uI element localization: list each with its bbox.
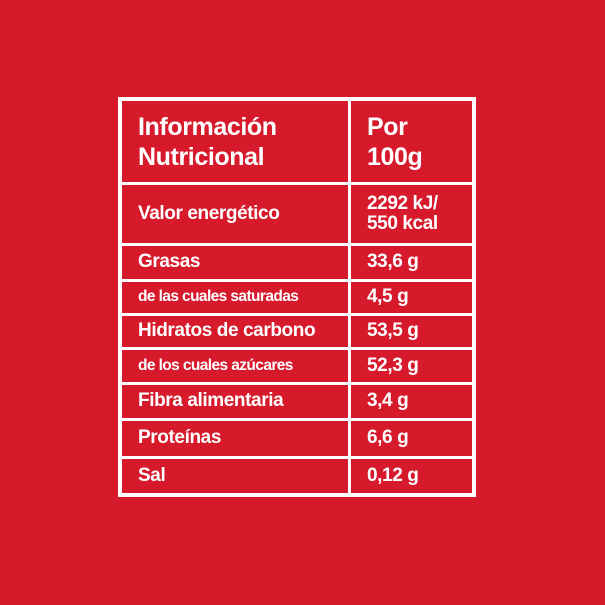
- table-row: de las cuales saturadas 4,5 g: [118, 278, 476, 316]
- nutrient-cell: Fibra alimentaria: [118, 381, 351, 421]
- nutrient-cell: Valor energético: [118, 181, 351, 246]
- nutrition-table: Información Nutricional Por 100g Valor energ…: [118, 97, 476, 497]
- value-cell: 3,4 g: [348, 381, 476, 421]
- cell-text: 2292 kJ/: [367, 192, 438, 214]
- cell-text: de las cuales saturadas: [138, 288, 299, 305]
- nutrient-cell: Sal: [118, 455, 351, 497]
- nutrient-cell: Hidratos de carbono: [118, 312, 351, 350]
- cell-text: 550 kcal: [367, 212, 438, 234]
- table-row: Fibra alimentaria 3,4 g: [118, 381, 476, 421]
- value-cell: Por 100g: [348, 97, 476, 185]
- table-row: Proteínas 6,6 g: [118, 417, 476, 459]
- cell-text: Grasas: [138, 251, 201, 272]
- value-cell: 6,6 g: [348, 417, 476, 459]
- cell-text: Fibra alimentaria: [138, 390, 284, 411]
- cell-text: 4,5 g: [367, 286, 409, 307]
- cell-text: 100g: [367, 143, 423, 172]
- cell-text: Hidratos de carbono: [138, 320, 316, 341]
- cell-text: 52,3 g: [367, 354, 419, 376]
- table-row: de los cuales azúcares 52,3 g: [118, 346, 476, 385]
- cell-text: 53,5 g: [367, 320, 419, 341]
- header-row: Información Nutricional Por 100g: [118, 97, 476, 185]
- table-body: Información Nutricional Por 100g Valor energ…: [118, 97, 476, 497]
- value-cell: 0,12 g: [348, 455, 476, 497]
- table-row: Grasas 33,6 g: [118, 242, 476, 282]
- value-cell: 4,5 g: [348, 278, 476, 316]
- cell-text: de los cuales azúcares: [138, 356, 293, 374]
- cell-text: Información: [138, 113, 277, 142]
- nutrient-cell: de las cuales saturadas: [118, 278, 351, 316]
- table-row: Valor energético 2292 kJ/550 kcal: [118, 181, 476, 246]
- cell-text: Nutricional: [138, 143, 265, 172]
- cell-text: 3,4 g: [367, 390, 409, 411]
- value-cell: 53,5 g: [348, 312, 476, 350]
- nutrient-cell: Proteínas: [118, 417, 351, 459]
- nutrient-cell: Información Nutricional: [118, 97, 351, 185]
- table-row: Sal 0,12 g: [118, 455, 476, 497]
- cell-text: 0,12 g: [367, 464, 419, 486]
- cell-text: Sal: [138, 464, 166, 486]
- value-cell: 2292 kJ/550 kcal: [348, 181, 476, 246]
- cell-text: 6,6 g: [367, 427, 409, 448]
- nutrient-cell: Grasas: [118, 242, 351, 282]
- cell-text: Valor energético: [138, 202, 280, 224]
- cell-text: Proteínas: [138, 427, 221, 448]
- cell-text: 33,6 g: [367, 251, 419, 272]
- nutrient-cell: de los cuales azúcares: [118, 346, 351, 385]
- value-cell: 52,3 g: [348, 346, 476, 385]
- cell-text: Por: [367, 113, 408, 142]
- table-row: Hidratos de carbono 53,5 g: [118, 312, 476, 350]
- value-cell: 33,6 g: [348, 242, 476, 282]
